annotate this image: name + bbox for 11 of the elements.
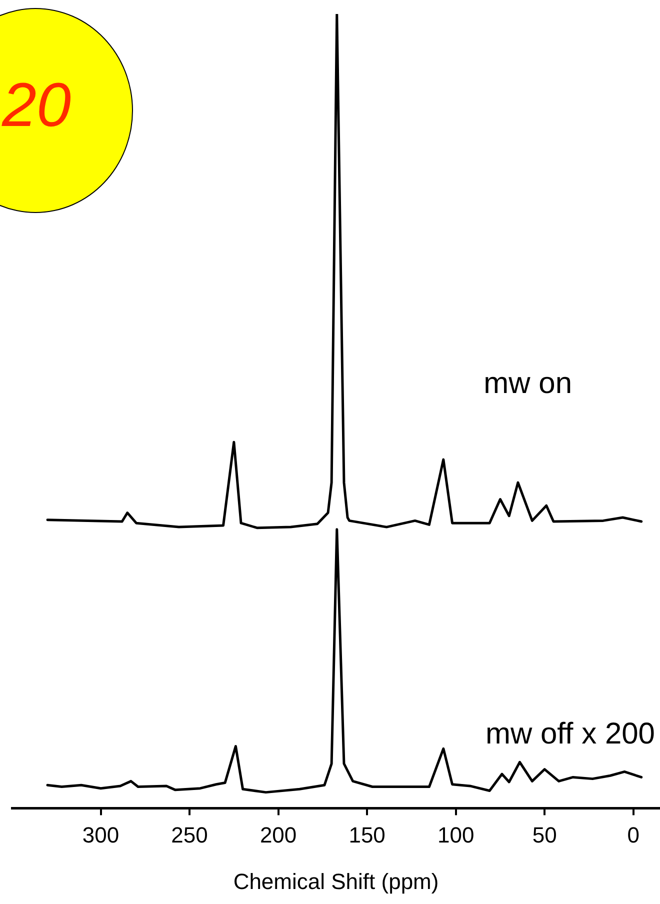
x-tick-label: 50 <box>532 822 557 848</box>
x-tick-label: 0 <box>627 822 640 848</box>
series-label: mw off x 200 <box>485 717 655 750</box>
x-axis-title: Chemical Shift (ppm) <box>233 868 439 894</box>
x-tick-label: 250 <box>171 822 208 848</box>
text: mw on <box>484 367 572 400</box>
x-tick-label: 100 <box>437 822 474 848</box>
x-tick-label: 150 <box>348 822 386 848</box>
x-tick-label: 200 <box>260 822 297 848</box>
x-tick-label: 300 <box>82 822 120 848</box>
annotation: 20 <box>2 70 71 141</box>
